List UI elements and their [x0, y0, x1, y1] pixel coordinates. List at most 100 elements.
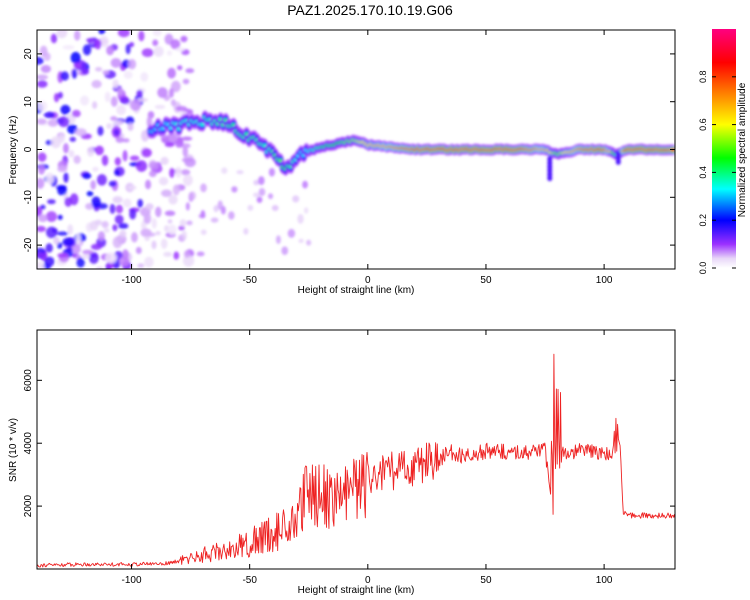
heatmap-cell: [63, 172, 69, 183]
heatmap-cell: [258, 188, 266, 197]
heatmap-cell: [136, 89, 143, 97]
x-tick-label: 50: [480, 575, 492, 586]
heatmap-cell: [182, 78, 190, 85]
heatmap-cell: [152, 39, 159, 47]
heatmap-cell: [155, 206, 162, 218]
y-tick-label: 2000: [23, 495, 34, 518]
heatmap-cell: [221, 167, 228, 174]
heatmap-cell: [66, 246, 73, 253]
heatmap-cell: [129, 208, 137, 220]
heatmap-cell: [37, 177, 45, 189]
heatmap-cell: [615, 158, 621, 165]
spectrogram-heatmap: [37, 30, 675, 269]
spectrogram-y-ticks: -20 -10 0 10 20: [23, 48, 675, 252]
heatmap-cell: [175, 105, 188, 112]
colorbar-label: Normalized spectral amplitude: [737, 82, 748, 217]
heatmap-cell: [115, 137, 125, 143]
heatmap-cell: [62, 237, 74, 247]
heatmap-cell: [127, 122, 134, 132]
heatmap-cell: [179, 219, 187, 227]
heatmap-cell: [45, 226, 58, 239]
heatmap-cell: [57, 165, 68, 173]
heatmap-cell: [76, 257, 85, 268]
x-tick-label: -50: [242, 575, 257, 586]
heatmap-cell: [306, 239, 312, 246]
heatmap-cell: [140, 220, 147, 231]
x-tick-label: -50: [242, 275, 257, 286]
heatmap-cell: [170, 39, 181, 50]
heatmap-cell: [85, 202, 94, 210]
heatmap-cell: [57, 30, 68, 35]
x-tick-label: 0: [365, 575, 371, 586]
heatmap-cell: [137, 263, 145, 268]
heatmap-cell: [183, 250, 191, 259]
heatmap-cell: [213, 205, 219, 213]
heatmap-cell: [547, 175, 553, 182]
heatmap-cell: [90, 180, 97, 190]
heatmap-cell: [90, 243, 102, 250]
heatmap-cell: [228, 211, 235, 220]
heatmap-cell: [92, 166, 99, 172]
spectrogram-x-ticks: -100 -50 0 50 100: [122, 30, 613, 286]
heatmap-cell: [167, 219, 173, 224]
heatmap-cell: [44, 256, 55, 267]
heatmap-cell: [163, 225, 170, 232]
heatmap-cell: [125, 43, 131, 55]
heatmap-cell: [173, 251, 180, 260]
heatmap-cell: [82, 44, 92, 56]
heatmap-cell: [119, 230, 127, 238]
y-tick-label: -10: [23, 190, 34, 205]
heatmap-cell: [267, 193, 274, 200]
heatmap-cell: [302, 180, 308, 189]
heatmap-cell: [82, 249, 94, 255]
heatmap-cell: [135, 160, 148, 172]
heatmap-cell: [157, 87, 168, 98]
heatmap-cell: [67, 224, 74, 235]
heatmap-cell: [97, 126, 104, 136]
colorbar-tick-label: 0.0: [698, 262, 708, 275]
heatmap-cell: [101, 221, 109, 228]
spectrogram-x-label: Height of straight line (km): [298, 285, 415, 296]
heatmap-cell: [181, 136, 193, 141]
heatmap-cell: [252, 192, 261, 198]
heatmap-cell: [94, 145, 104, 156]
heatmap-cell: [53, 93, 60, 103]
heatmap-cell: [112, 224, 118, 232]
heatmap-cell: [71, 68, 78, 79]
heatmap-cell: [114, 157, 121, 166]
heatmap-cell: [217, 200, 223, 211]
heatmap-cell: [131, 232, 138, 243]
heatmap-cell: [37, 261, 45, 269]
heatmap-cell: [45, 172, 55, 185]
heatmap-cell: [74, 128, 87, 137]
heatmap-cell: [141, 48, 154, 58]
heatmap-cell: [168, 194, 178, 205]
heatmap-cell: [243, 228, 249, 235]
heatmap-cell: [271, 204, 279, 211]
heatmap-cell: [43, 111, 55, 119]
heatmap-cell: [114, 214, 124, 225]
snr-panel: -100 -50 0 50 100 2000 4000 6000 Height of str…: [8, 329, 676, 596]
heatmap-cell: [154, 104, 166, 109]
heatmap-cell: [140, 72, 149, 82]
heatmap-blobs: [37, 30, 675, 269]
colorbar-gradient: [712, 29, 736, 268]
heatmap-cell: [170, 99, 177, 107]
y-tick-label: 0: [23, 146, 34, 152]
heatmap-cell: [166, 50, 173, 56]
snr-frame: [36, 329, 676, 570]
heatmap-cell: [200, 229, 207, 235]
heatmap-cell: [122, 150, 128, 162]
heatmap-cell: [108, 180, 117, 187]
heatmap-cell: [96, 174, 107, 186]
heatmap-cell: [37, 214, 48, 223]
heatmap-cell: [98, 30, 106, 35]
snr-x-ticks: -100 -50 0 50 100: [122, 330, 613, 586]
heatmap-cell: [97, 231, 106, 241]
heatmap-cell: [37, 152, 47, 162]
y-tick-label: -20: [23, 237, 34, 252]
heatmap-cell: [137, 198, 144, 208]
y-tick-label: 20: [23, 48, 34, 60]
snr-series-line: [37, 353, 675, 568]
heatmap-cell: [45, 243, 53, 253]
